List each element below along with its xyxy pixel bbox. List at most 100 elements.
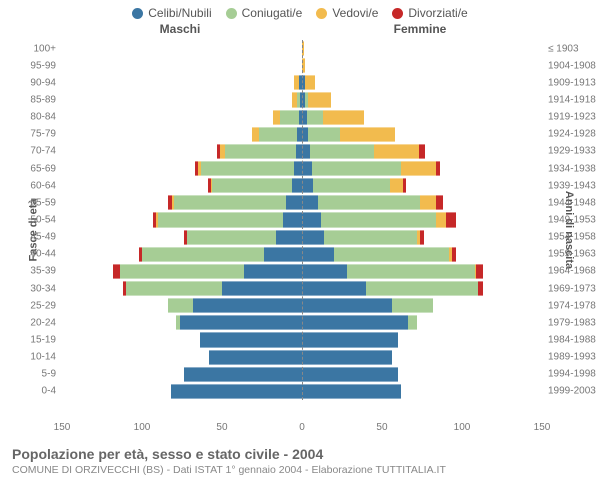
bar-male (62, 178, 302, 193)
bar-segment (222, 281, 302, 296)
age-label: 0-4 (14, 386, 62, 397)
year-label: 1914-1918 (542, 94, 598, 105)
bar-male (62, 212, 302, 227)
bar-segment (302, 161, 312, 176)
bar-female (302, 178, 542, 193)
center-line (302, 40, 303, 400)
bar-segment (478, 281, 483, 296)
year-label: 1949-1953 (542, 214, 598, 225)
bar-segment (334, 247, 449, 262)
bar-male (62, 264, 302, 279)
bar-female (302, 127, 542, 142)
bar-male (62, 58, 302, 73)
bar-segment (374, 144, 419, 159)
bar-female (302, 212, 542, 227)
bar-female (302, 161, 542, 176)
bar-segment (452, 247, 455, 262)
x-tick: 150 (534, 422, 551, 433)
year-label: 1929-1933 (542, 146, 598, 157)
bar-female (302, 281, 542, 296)
footer: Popolazione per età, sesso e stato civil… (0, 438, 600, 476)
year-label: 1909-1913 (542, 77, 598, 88)
bar-male (62, 195, 302, 210)
year-label: ≤ 1903 (542, 43, 598, 54)
bar-segment (142, 247, 264, 262)
legend-dot (132, 8, 143, 19)
bar-segment (313, 178, 390, 193)
bar-segment (308, 92, 330, 107)
bar-segment (302, 298, 392, 313)
bar-segment (308, 127, 340, 142)
bar-male (62, 92, 302, 107)
age-label: 100+ (14, 43, 62, 54)
bar-male (62, 230, 302, 245)
bar-female (302, 41, 542, 56)
age-label: 40-44 (14, 249, 62, 260)
bar-male (62, 144, 302, 159)
x-axis: 15010050050100150 (62, 420, 542, 438)
age-label: 95-99 (14, 60, 62, 71)
bar-segment (324, 230, 417, 245)
bar-segment (286, 195, 302, 210)
age-label: 35-39 (14, 266, 62, 277)
year-label: 1999-2003 (542, 386, 598, 397)
bar-segment (212, 178, 292, 193)
bar-segment (420, 195, 436, 210)
bar-segment (120, 264, 245, 279)
age-label: 30-34 (14, 283, 62, 294)
age-label: 70-74 (14, 146, 62, 157)
legend-dot (316, 8, 327, 19)
bar-segment (436, 212, 446, 227)
bar-segment (302, 264, 347, 279)
bar-male (62, 41, 302, 56)
bar-segment (323, 110, 365, 125)
age-label: 20-24 (14, 317, 62, 328)
bar-female (302, 110, 542, 125)
bar-segment (302, 384, 401, 399)
x-tick: 100 (454, 422, 471, 433)
year-label: 1974-1978 (542, 300, 598, 311)
age-label: 5-9 (14, 369, 62, 380)
year-label: 1939-1943 (542, 180, 598, 191)
year-label: 1964-1968 (542, 266, 598, 277)
legend-item: Vedovi/e (316, 6, 378, 20)
bar-female (302, 350, 542, 365)
bar-segment (310, 144, 374, 159)
bar-segment (280, 110, 299, 125)
bar-segment (347, 264, 475, 279)
legend-label: Coniugati/e (242, 6, 303, 20)
bar-segment (200, 332, 302, 347)
bar-segment (244, 264, 302, 279)
bar-male (62, 332, 302, 347)
legend-label: Vedovi/e (332, 6, 378, 20)
bar-female (302, 298, 542, 313)
year-label: 1919-1923 (542, 112, 598, 123)
plot: 100+≤ 190395-991904-190890-941909-191385… (62, 40, 542, 400)
age-label: 90-94 (14, 77, 62, 88)
year-label: 1994-1998 (542, 369, 598, 380)
bar-male (62, 247, 302, 262)
bar-segment (420, 230, 423, 245)
bar-segment (302, 247, 334, 262)
chart-subtitle: COMUNE DI ORZIVECCHI (BS) - Dati ISTAT 1… (12, 464, 588, 476)
bar-segment (225, 144, 295, 159)
bar-segment (180, 315, 302, 330)
legend-label: Divorziati/e (408, 6, 467, 20)
bar-segment (292, 178, 302, 193)
bar-segment (283, 212, 302, 227)
bar-segment (436, 195, 442, 210)
legend-item: Coniugati/e (226, 6, 303, 20)
bar-segment (446, 212, 456, 227)
bar-female (302, 75, 542, 90)
bar-segment (302, 332, 398, 347)
bar-segment (171, 384, 302, 399)
bar-segment (302, 178, 313, 193)
year-label: 1959-1963 (542, 249, 598, 260)
bar-segment (201, 161, 294, 176)
year-label: 1934-1938 (542, 163, 598, 174)
bar-segment (302, 315, 408, 330)
year-label: 1969-1973 (542, 283, 598, 294)
legend-item: Celibi/Nubili (132, 6, 211, 20)
bar-segment (436, 161, 439, 176)
age-label: 75-79 (14, 129, 62, 140)
